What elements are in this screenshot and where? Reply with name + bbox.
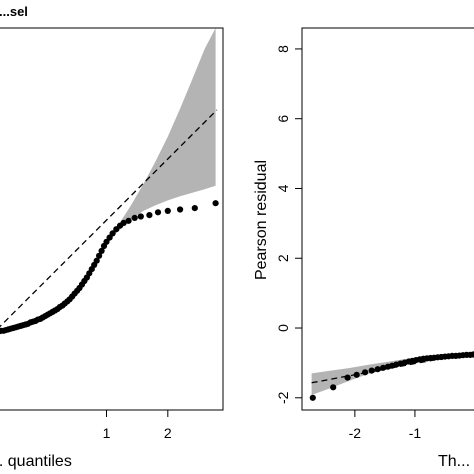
x-tick-label: -2: [349, 425, 362, 441]
data-point: [146, 212, 153, 219]
data-point: [131, 214, 138, 221]
data-point: [137, 213, 144, 220]
data-point: [191, 205, 198, 212]
left-plot-frame: [0, 27, 224, 411]
y-tick-label: 8: [275, 45, 291, 53]
x-tick-label: 2: [164, 425, 172, 441]
data-point: [362, 369, 369, 376]
right-plot-frame: [301, 27, 474, 411]
data-point: [380, 364, 387, 371]
data-point: [368, 367, 375, 374]
right-y-axis-title: Pearson residual: [253, 160, 270, 280]
y-tick-label: -2: [275, 391, 291, 404]
data-point: [125, 217, 132, 224]
data-point: [353, 371, 360, 378]
right-qq-panel: -2 -1 -2 0 2 4 6 8 Pearson residual Th...: [253, 27, 474, 470]
y-tick-label: 2: [275, 254, 291, 262]
data-point: [471, 351, 474, 358]
right-x-ticks: -2 -1: [349, 410, 422, 441]
data-point: [109, 230, 116, 237]
data-point: [93, 257, 100, 264]
data-point: [154, 209, 162, 216]
data-point: [98, 247, 105, 254]
data-point: [120, 219, 127, 226]
left-residual-points: [0, 200, 219, 335]
y-tick-label: 0: [275, 324, 291, 332]
y-tick-label: 4: [275, 184, 291, 192]
data-point: [374, 366, 381, 373]
data-point: [177, 206, 184, 213]
data-point: [164, 207, 171, 214]
data-point: [212, 200, 219, 207]
right-x-axis-title: Th...: [438, 453, 470, 470]
left-panel-title: ...sel: [0, 4, 28, 19]
left-confidence-envelope: [106, 28, 216, 244]
left-reference-line: [0, 109, 218, 328]
data-point: [344, 374, 351, 381]
data-point: [330, 384, 337, 391]
right-y-ticks: -2 0 2 4 6 8: [275, 45, 302, 404]
x-tick-label: 1: [103, 425, 111, 441]
data-point: [96, 252, 103, 259]
right-residual-points: [309, 351, 474, 401]
data-point: [309, 394, 316, 401]
left-x-axis-title: ... quantiles: [0, 453, 72, 470]
x-tick-label: -1: [409, 425, 422, 441]
y-tick-label: 6: [275, 115, 291, 123]
left-qq-panel: ...sel 12 ... quantiles: [0, 4, 224, 470]
